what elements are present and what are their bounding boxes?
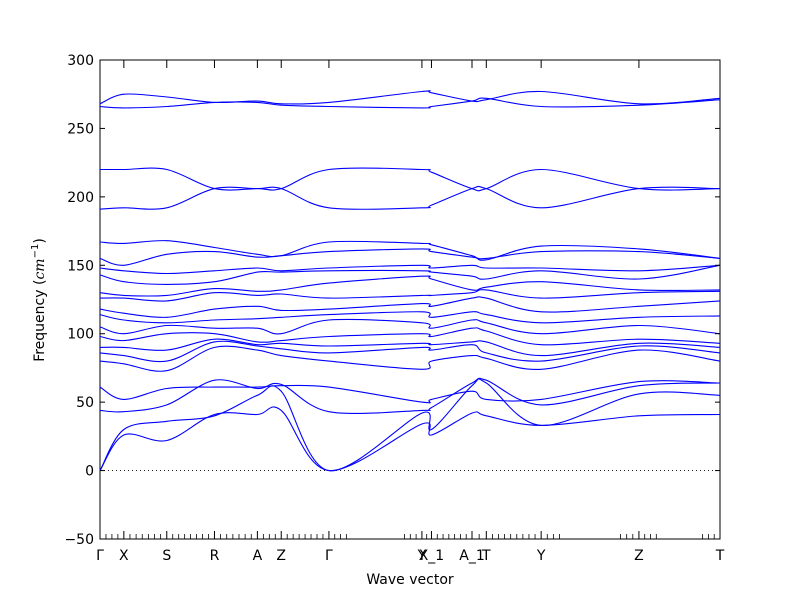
- y-tick-label: −50: [64, 532, 94, 548]
- x-tick-label: Y: [417, 548, 427, 564]
- x-axis-ticks: Γ X S R A Z Γ YX_1 A_1T Y Z T: [96, 60, 725, 564]
- band-line-12: [99, 289, 721, 302]
- y-axis-label-close: ): [32, 238, 48, 243]
- y-tick-label: 250: [67, 121, 94, 137]
- band-line-19: [100, 167, 721, 192]
- band-line-20: [99, 97, 721, 109]
- x-tick-label: T: [481, 548, 491, 564]
- y-tick-label: 0: [85, 464, 94, 480]
- y-tick-label: 100: [67, 327, 94, 343]
- y-axis-label-unit: cm: [32, 258, 48, 279]
- x-tick-label: Z: [276, 548, 286, 564]
- x-tick-label: A_1: [459, 548, 484, 564]
- y-tick-label: 150: [67, 258, 94, 274]
- band-line-13: [99, 275, 721, 297]
- x-tick-label: X_1: [419, 548, 445, 564]
- band-line-2: [99, 378, 721, 472]
- x-tick-label: Γ: [96, 548, 104, 564]
- x-tick-label: R: [210, 548, 220, 564]
- band-line-15: [99, 264, 721, 275]
- y-axis-label: Frequency (cm−1): [30, 238, 48, 362]
- x-tick-label: Γ: [325, 548, 333, 564]
- y-axis-label-main: Frequency (: [32, 280, 48, 362]
- band-line-17: [99, 240, 721, 261]
- x-tick-label: A: [253, 548, 263, 564]
- band-line-9: [99, 318, 721, 335]
- band-line-5: [99, 345, 721, 372]
- band-line-4: [99, 380, 721, 404]
- band-line-16: [99, 248, 721, 266]
- x-tick-label: T: [715, 548, 725, 564]
- phonon-bands: [99, 90, 721, 472]
- y-tick-label: 50: [76, 395, 94, 411]
- plot-frame: [99, 59, 721, 540]
- band-line-11: [99, 296, 721, 318]
- y-axis-label-sup: −1: [30, 244, 41, 259]
- x-tick-label: S: [162, 548, 171, 564]
- band-line-3: [99, 377, 721, 415]
- band-line-7: [99, 338, 721, 357]
- band-line-10: [99, 311, 721, 324]
- band-line-18: [99, 185, 721, 210]
- x-axis-label: Wave vector: [366, 572, 454, 588]
- x-tick-label: X: [119, 548, 129, 564]
- band-line-6: [99, 340, 721, 363]
- x-tick-label: Y: [536, 548, 546, 564]
- y-tick-label: 300: [67, 53, 94, 69]
- band-line-14: [99, 264, 721, 285]
- band-line-8: [99, 327, 721, 346]
- band-line-21: [99, 90, 721, 105]
- y-tick-label: 200: [67, 190, 94, 206]
- x-tick-label: Z: [634, 548, 644, 564]
- y-axis-ticks: 300 250 200 150 100 50 0 −50: [64, 53, 720, 548]
